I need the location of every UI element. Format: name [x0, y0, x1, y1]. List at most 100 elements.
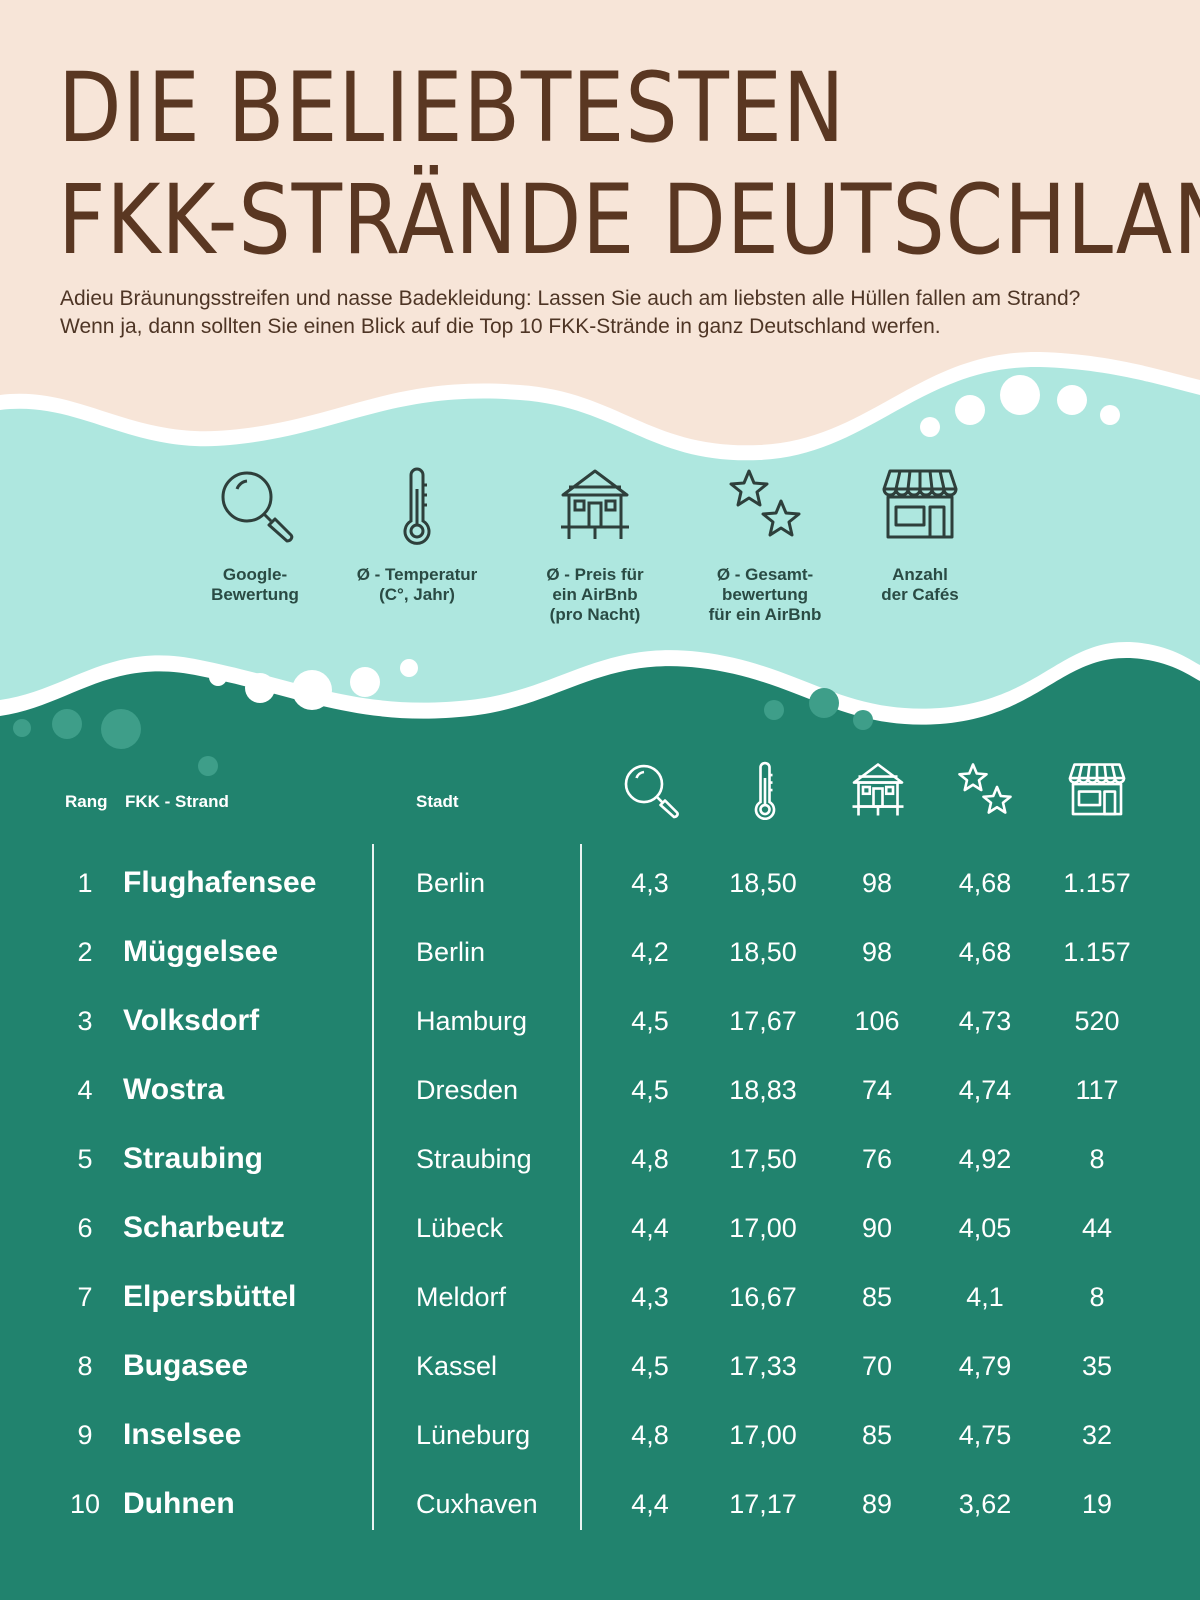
price-cell: 74 — [861, 1075, 893, 1105]
rank-cell: 9 — [77, 1420, 93, 1450]
shop-icon — [882, 469, 958, 539]
price-cell: 89 — [861, 1489, 893, 1519]
temperature-cell: 18,50 — [729, 937, 797, 967]
legend-item-price: Ø - Preis für ein AirBnb (pro Nacht) — [510, 465, 680, 625]
table-row: 3 Volksdorf Hamburg 4,5 17,67 106 4,73 5… — [0, 991, 1200, 1051]
beach-cell: Wostra — [123, 1073, 225, 1106]
cafes-cell: 520 — [1074, 1006, 1120, 1036]
intro-text: Adieu Bräunungsstreifen und nasse Badekl… — [60, 287, 1081, 338]
beach-cell: Bugasee — [123, 1349, 249, 1382]
cafes-cell: 32 — [1081, 1420, 1113, 1450]
google-rating-cell: 4,3 — [631, 1282, 669, 1312]
airbnb-rating-cell: 4,92 — [958, 1144, 1012, 1174]
header-shop-icon — [1068, 763, 1126, 816]
beach-cell: Flughafensee — [123, 866, 317, 899]
price-cell: 106 — [854, 1006, 900, 1036]
title-line-1: DIE BELIEBTESTEN — [58, 52, 846, 164]
table-row: 1 Flughafensee Berlin 4,3 18,50 98 4,68 … — [0, 853, 1200, 913]
legend-label-rating: Ø - Gesamt- bewertung für ein AirBnb — [708, 565, 822, 624]
temperature-cell: 17,67 — [729, 1006, 797, 1036]
stars-icon — [729, 469, 801, 537]
temperature-cell: 17,33 — [729, 1351, 797, 1381]
temperature-cell: 17,50 — [729, 1144, 797, 1174]
house-icon — [561, 469, 629, 539]
magnifier-icon — [221, 471, 294, 543]
temperature-cell: 17,00 — [729, 1213, 797, 1243]
legend-label-google: Google- Bewertung — [211, 565, 299, 604]
rank-cell: 6 — [77, 1213, 93, 1243]
beach-cell: Elpersbüttel — [123, 1280, 297, 1313]
column-divider-beach-city — [372, 844, 374, 1530]
rank-cell: 3 — [77, 1006, 93, 1036]
cafes-cell: 1.157 — [1063, 937, 1131, 967]
table-row: 10 Duhnen Cuxhaven 4,4 17,17 89 3,62 19 — [0, 1474, 1200, 1534]
header-house-icon — [852, 763, 904, 816]
legend-item-temperature: Ø - Temperatur (C°, Jahr) — [332, 465, 502, 605]
beach-cell: Inselsee — [123, 1418, 242, 1451]
airbnb-rating-cell: 4,73 — [958, 1006, 1012, 1036]
rank-cell: 4 — [77, 1075, 93, 1105]
header-magnifier-icon — [624, 764, 679, 819]
thermometer-icon — [403, 467, 431, 545]
legend-item-cafes: Anzahl der Cafés — [835, 465, 1005, 605]
beach-cell: Müggelsee — [123, 935, 279, 968]
header-city: Stadt — [416, 792, 459, 811]
beach-cell: Duhnen — [123, 1487, 235, 1520]
rank-cell: 1 — [77, 868, 93, 898]
table-row: 2 Müggelsee Berlin 4,2 18,50 98 4,68 1.1… — [0, 922, 1200, 982]
google-rating-cell: 4,4 — [631, 1489, 669, 1519]
beach-cell: Scharbeutz — [123, 1211, 285, 1244]
city-cell: Berlin — [416, 937, 486, 967]
rank-cell: 5 — [77, 1144, 93, 1174]
airbnb-rating-cell: 4,68 — [958, 868, 1012, 898]
airbnb-rating-cell: 4,1 — [966, 1282, 1004, 1312]
price-cell: 98 — [861, 868, 893, 898]
google-rating-cell: 4,5 — [631, 1006, 669, 1036]
header-thermometer-icon — [754, 761, 776, 820]
table-row: 9 Inselsee Lüneburg 4,8 17,00 85 4,75 32 — [0, 1405, 1200, 1465]
city-cell: Lübeck — [416, 1213, 504, 1243]
table-row: 6 Scharbeutz Lübeck 4,4 17,00 90 4,05 44 — [0, 1198, 1200, 1258]
city-cell: Kassel — [416, 1351, 498, 1381]
city-cell: Cuxhaven — [416, 1489, 538, 1519]
ranking-table: Rang FKK - Strand Stadt — [0, 760, 1200, 1560]
price-cell: 90 — [861, 1213, 893, 1243]
legend-label-cafes: Anzahl der Cafés — [881, 565, 959, 604]
cafes-cell: 117 — [1075, 1075, 1119, 1105]
page-title: DIE BELIEBTESTEN FKK-STRÄNDE DEUTSCHLAND… — [58, 52, 1200, 276]
temperature-cell: 16,67 — [729, 1282, 797, 1312]
temperature-cell: 17,17 — [729, 1489, 797, 1519]
google-rating-cell: 4,4 — [631, 1213, 669, 1243]
city-cell: Lüneburg — [416, 1420, 531, 1450]
google-rating-cell: 4,5 — [631, 1351, 669, 1381]
white-bubbles-top — [920, 375, 1120, 437]
rank-cell: 7 — [77, 1282, 93, 1312]
title-line-2: FKK-STRÄNDE DEUTSCHLANDS — [58, 164, 1200, 276]
price-cell: 98 — [861, 937, 893, 967]
rank-cell: 2 — [77, 937, 93, 967]
rank-cell: 10 — [69, 1489, 101, 1519]
white-bubbles-bottom — [209, 659, 418, 710]
google-rating-cell: 4,5 — [631, 1075, 669, 1105]
airbnb-rating-cell: 4,75 — [958, 1420, 1012, 1450]
temperature-cell: 18,50 — [729, 868, 797, 898]
rank-cell: 8 — [77, 1351, 93, 1381]
header-rank: Rang — [65, 792, 108, 811]
google-rating-cell: 4,8 — [631, 1144, 669, 1174]
header-stars-icon — [958, 763, 1012, 814]
table-row: 8 Bugasee Kassel 4,5 17,33 70 4,79 35 — [0, 1336, 1200, 1396]
cafes-cell: 1.157 — [1063, 868, 1131, 898]
airbnb-rating-cell: 4,68 — [958, 937, 1012, 967]
city-cell: Meldorf — [416, 1282, 507, 1312]
airbnb-rating-cell: 4,74 — [958, 1075, 1012, 1105]
city-cell: Hamburg — [416, 1006, 528, 1036]
google-rating-cell: 4,2 — [631, 937, 669, 967]
city-cell: Straubing — [416, 1144, 532, 1174]
legend-item-google: Google- Bewertung — [170, 465, 340, 605]
legend-label-price: Ø - Preis für ein AirBnb (pro Nacht) — [546, 565, 644, 624]
city-cell: Dresden — [416, 1075, 519, 1105]
cafes-cell: 19 — [1081, 1489, 1113, 1519]
airbnb-rating-cell: 4,79 — [958, 1351, 1012, 1381]
cafes-cell: 44 — [1081, 1213, 1113, 1243]
